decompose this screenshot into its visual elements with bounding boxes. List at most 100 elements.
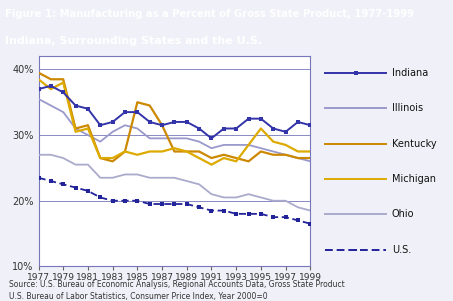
U.S. <box>73 186 78 189</box>
Kentucky <box>295 156 301 160</box>
Indiana <box>61 91 66 94</box>
Michigan <box>233 160 239 163</box>
Michigan <box>36 77 41 81</box>
Kentucky <box>308 156 313 160</box>
Text: Illinois: Illinois <box>392 103 423 113</box>
Illinois <box>135 127 140 130</box>
Indiana <box>73 104 78 107</box>
Illinois <box>258 146 264 150</box>
Indiana <box>209 137 214 140</box>
U.S. <box>172 202 177 206</box>
Indiana <box>295 120 301 124</box>
Illinois <box>97 140 103 144</box>
Illinois <box>147 137 152 140</box>
Illinois <box>61 110 66 114</box>
Ohio <box>36 153 41 157</box>
Kentucky <box>73 127 78 130</box>
U.S. <box>295 219 301 222</box>
Ohio <box>233 196 239 199</box>
Indiana <box>147 120 152 124</box>
U.S. <box>61 182 66 186</box>
Michigan <box>122 150 128 153</box>
Indiana <box>221 127 226 130</box>
Illinois <box>85 133 91 137</box>
Indiana <box>270 127 276 130</box>
Kentucky <box>221 153 226 157</box>
U.S. <box>147 202 152 206</box>
Indiana <box>135 110 140 114</box>
Michigan <box>48 87 53 91</box>
Ohio <box>270 199 276 203</box>
U.S. <box>110 199 116 203</box>
Ohio <box>61 156 66 160</box>
Indiana <box>258 117 264 120</box>
Michigan <box>270 140 276 144</box>
U.S. <box>135 199 140 203</box>
Michigan <box>73 130 78 134</box>
Indiana <box>159 123 165 127</box>
Line: Kentucky: Kentucky <box>39 73 310 161</box>
Michigan <box>97 156 103 160</box>
Kentucky <box>48 77 53 81</box>
Text: Michigan: Michigan <box>392 174 436 184</box>
Line: Indiana: Indiana <box>36 84 313 141</box>
Kentucky <box>135 101 140 104</box>
Line: U.S.: U.S. <box>37 176 312 225</box>
Michigan <box>184 150 189 153</box>
U.S. <box>270 215 276 219</box>
Ohio <box>110 176 116 180</box>
U.S. <box>308 222 313 225</box>
Ohio <box>197 182 202 186</box>
U.S. <box>97 196 103 199</box>
Illinois <box>159 137 165 140</box>
Ohio <box>308 209 313 213</box>
Michigan <box>110 156 116 160</box>
Kentucky <box>147 104 152 107</box>
Text: Kentucky: Kentucky <box>392 139 436 149</box>
U.S. <box>258 212 264 216</box>
U.S. <box>246 212 251 216</box>
Illinois <box>246 143 251 147</box>
Ohio <box>283 199 288 203</box>
Text: Indiana, Surrounding States and the U.S.: Indiana, Surrounding States and the U.S. <box>5 36 263 46</box>
Line: Ohio: Ohio <box>39 155 310 211</box>
Ohio <box>258 196 264 199</box>
Michigan <box>61 81 66 84</box>
Ohio <box>295 206 301 209</box>
Illinois <box>209 146 214 150</box>
Kentucky <box>159 123 165 127</box>
U.S. <box>159 202 165 206</box>
Indiana <box>122 110 128 114</box>
Michigan <box>135 153 140 157</box>
Ohio <box>221 196 226 199</box>
Michigan <box>147 150 152 153</box>
Michigan <box>308 150 313 153</box>
Kentucky <box>61 77 66 81</box>
Illinois <box>221 143 226 147</box>
Kentucky <box>122 150 128 153</box>
Ohio <box>135 173 140 176</box>
Indiana <box>172 120 177 124</box>
Indiana <box>308 123 313 127</box>
Illinois <box>110 130 116 134</box>
Text: Indiana: Indiana <box>392 68 428 78</box>
Kentucky <box>270 153 276 157</box>
Ohio <box>97 176 103 180</box>
U.S. <box>122 199 128 203</box>
Illinois <box>283 153 288 157</box>
Illinois <box>184 137 189 140</box>
Ohio <box>48 153 53 157</box>
Michigan <box>295 150 301 153</box>
Ohio <box>246 192 251 196</box>
Kentucky <box>209 156 214 160</box>
Michigan <box>246 143 251 147</box>
Ohio <box>172 176 177 180</box>
Indiana <box>36 87 41 91</box>
Text: Source: U.S. Bureau of Economic Analysis, Regional Accounts Data, Gross State Pr: Source: U.S. Bureau of Economic Analysis… <box>9 280 345 289</box>
Indiana <box>48 84 53 88</box>
Michigan <box>197 156 202 160</box>
Kentucky <box>172 150 177 153</box>
Ohio <box>209 192 214 196</box>
Indiana <box>184 120 189 124</box>
Text: Ohio: Ohio <box>392 209 414 219</box>
